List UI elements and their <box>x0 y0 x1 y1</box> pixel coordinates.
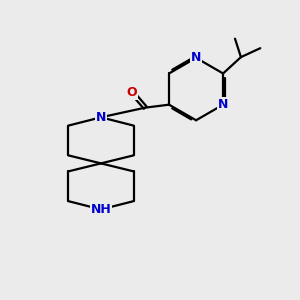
Text: N: N <box>191 51 201 64</box>
Text: N: N <box>218 98 228 111</box>
Text: O: O <box>127 86 137 99</box>
Text: NH: NH <box>91 203 111 216</box>
Text: N: N <box>96 111 106 124</box>
